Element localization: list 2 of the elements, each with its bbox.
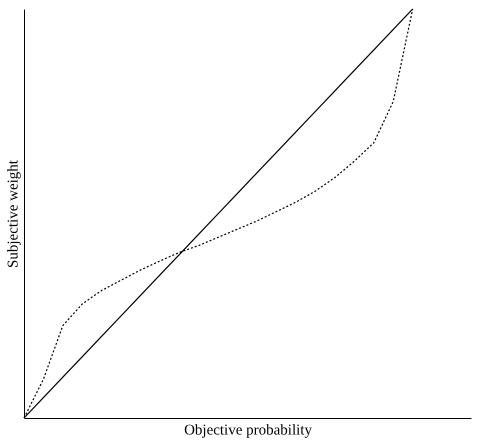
y-axis-title: Subjective weight	[6, 159, 22, 268]
x-axis-title: Objective probability	[184, 422, 312, 438]
